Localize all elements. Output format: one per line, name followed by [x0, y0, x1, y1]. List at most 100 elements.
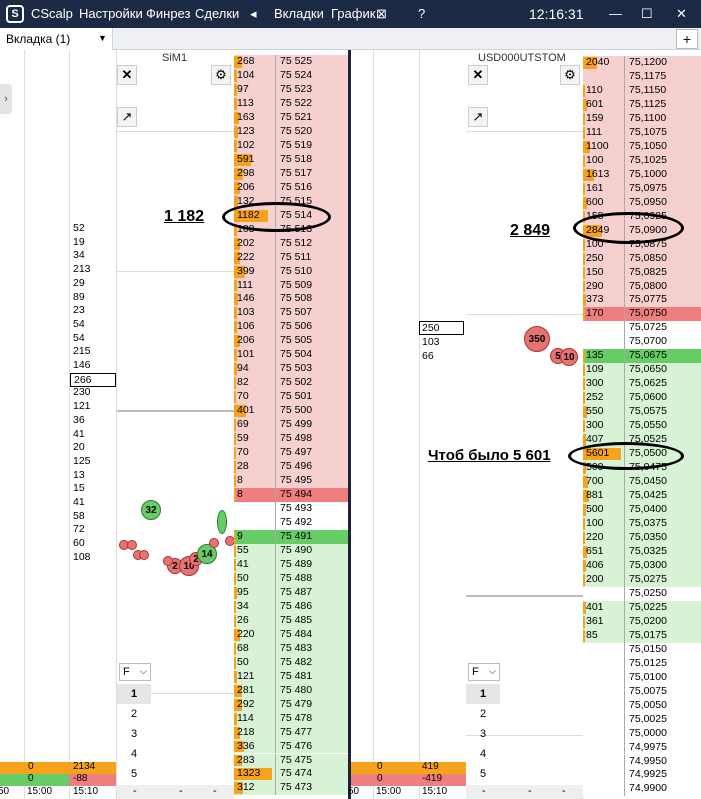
gear-icon[interactable]: ⚙ — [211, 65, 231, 85]
book-row[interactable]: 881 75,0425 — [583, 489, 701, 504]
book-row[interactable]: 114 75 478 — [234, 711, 349, 726]
book-row[interactable]: 75,0150 — [583, 642, 701, 657]
book-row[interactable]: 97 75 523 — [234, 82, 349, 97]
book-row[interactable]: 170 75,0750 — [583, 307, 701, 322]
menu-tabs[interactable]: Вкладки — [274, 6, 324, 21]
maximize-button[interactable]: ☐ — [641, 6, 653, 21]
book-row[interactable]: 163 75 521 — [234, 110, 349, 125]
book-row[interactable]: 8 75 494 — [234, 488, 349, 503]
book-row[interactable]: 135 75,0675 — [583, 349, 701, 364]
book-row[interactable]: 220 75 484 — [234, 627, 349, 642]
book-row[interactable]: 600 75,0950 — [583, 195, 701, 210]
order-book[interactable]: 2040 75,1200 75,1175 110 75,1150 601 75,1125 15… — [583, 50, 701, 799]
book-row[interactable]: 250 75,0850 — [583, 251, 701, 266]
book-row[interactable]: 82 75 502 — [234, 376, 349, 391]
menu-settings[interactable]: Настройки — [79, 6, 143, 21]
order-book[interactable]: 268 75 525 104 75 524 97 75 523 113 75 522 163 75… — [234, 50, 349, 799]
book-row[interactable]: 252 75,0600 — [583, 391, 701, 406]
book-row[interactable]: 206 75 505 — [234, 334, 349, 349]
work-volume-slot[interactable]: 5 — [130, 768, 138, 780]
book-row[interactable]: 407 75,0525 — [583, 433, 701, 448]
book-row[interactable]: 68 75 483 — [234, 641, 349, 656]
minimize-button[interactable]: — — [609, 6, 622, 21]
book-row[interactable]: 100 75,1025 — [583, 153, 701, 168]
work-volume-slot[interactable]: 2 — [479, 708, 487, 720]
book-row[interactable]: 200 75,0275 — [583, 572, 701, 587]
book-row[interactable]: 55 75 490 — [234, 543, 349, 558]
book-row[interactable]: 75,0050 — [583, 698, 701, 713]
book-row[interactable]: 298 75 517 — [234, 166, 349, 181]
book-row[interactable]: 110 75,1150 — [583, 83, 701, 98]
book-row[interactable]: 75 493 — [234, 502, 349, 516]
menu-finrez[interactable]: Финрез — [146, 6, 191, 21]
book-row[interactable]: 401 75,0225 — [583, 600, 701, 615]
book-row[interactable]: 300 75,0550 — [583, 419, 701, 434]
book-row[interactable]: 113 75 522 — [234, 96, 349, 111]
book-row[interactable]: 159 75,1100 — [583, 111, 701, 126]
book-row[interactable]: 292 75 479 — [234, 697, 349, 712]
filter-dropdown[interactable]: F ⌵ — [468, 663, 500, 681]
work-volume-slot[interactable]: 2 — [130, 708, 138, 720]
book-row[interactable]: 75,0100 — [583, 670, 701, 685]
book-row[interactable]: 268 75 525 — [234, 55, 349, 69]
book-row[interactable]: 500 75,0400 — [583, 503, 701, 517]
book-row[interactable]: 109 75,0650 — [583, 363, 701, 378]
book-row[interactable]: 290 75,0800 — [583, 279, 701, 294]
menu-deals[interactable]: Сделки — [195, 6, 240, 21]
work-volume-slot[interactable]: 3 — [130, 728, 138, 740]
book-row[interactable]: 94 75 503 — [234, 362, 349, 377]
book-row[interactable]: 75,0075 — [583, 684, 701, 699]
book-row[interactable]: 150 75,0825 — [583, 265, 701, 280]
book-row[interactable]: 74,9975 — [583, 740, 701, 755]
book-row[interactable]: 550 75,0575 — [583, 405, 701, 420]
menu-chart[interactable]: График — [331, 6, 376, 21]
work-volume-slot[interactable]: 3 — [479, 728, 487, 740]
book-row[interactable]: 85 75,0175 — [583, 628, 701, 643]
book-row[interactable]: 161 75,0975 — [583, 181, 701, 196]
book-row[interactable]: 283 75 475 — [234, 753, 349, 768]
book-row[interactable]: 202 75 512 — [234, 236, 349, 251]
book-row[interactable]: 9 75 491 — [234, 529, 349, 544]
book-row[interactable]: 300 75,0625 — [583, 377, 701, 392]
book-row[interactable]: 406 75,0300 — [583, 558, 701, 573]
book-row[interactable]: 220 75,0350 — [583, 530, 701, 545]
work-volume-slot[interactable]: 1 — [117, 684, 151, 704]
book-row[interactable]: 101 75 504 — [234, 348, 349, 363]
book-row[interactable]: 70 75 501 — [234, 390, 349, 405]
close-button[interactable]: ✕ — [676, 6, 687, 21]
book-row[interactable]: 95 75 487 — [234, 585, 349, 600]
book-row[interactable]: 69 75 499 — [234, 418, 349, 433]
book-row[interactable]: 1613 75,1000 — [583, 167, 701, 182]
book-row[interactable]: 336 75 476 — [234, 739, 349, 754]
book-row[interactable]: 146 75 508 — [234, 292, 349, 307]
book-row[interactable]: 399 75 510 — [234, 264, 349, 279]
book-row[interactable]: 28 75 496 — [234, 460, 349, 475]
book-row[interactable]: 75,0725 — [583, 321, 701, 336]
book-row[interactable]: 74,9925 — [583, 768, 701, 783]
book-row[interactable]: 2040 75,1200 — [583, 56, 701, 70]
menu-close-chart-icon[interactable]: ⊠ — [376, 6, 387, 21]
work-volume-slot[interactable]: 1 — [466, 684, 500, 704]
menu-collapse-arrow-icon[interactable]: ◂ — [250, 6, 257, 21]
work-volume-slot[interactable]: 4 — [130, 748, 138, 760]
book-row[interactable]: 75,0250 — [583, 586, 701, 601]
chart-icon[interactable]: ↗ — [468, 107, 488, 127]
book-row[interactable]: 1100 75,1050 — [583, 139, 701, 154]
close-icon[interactable]: ✕ — [468, 65, 488, 85]
book-row[interactable]: 651 75,0325 — [583, 544, 701, 559]
book-row[interactable]: 75 492 — [234, 516, 349, 530]
side-collapse-handle[interactable]: › — [0, 84, 12, 114]
book-row[interactable]: 74,9900 — [583, 782, 701, 797]
book-row[interactable]: 26 75 485 — [234, 613, 349, 628]
book-row[interactable]: 75,0700 — [583, 335, 701, 350]
book-row[interactable]: 106 75 506 — [234, 320, 349, 335]
book-row[interactable]: 218 75 477 — [234, 725, 349, 740]
book-row[interactable]: 104 75 524 — [234, 68, 349, 83]
book-row[interactable]: 59 75 498 — [234, 432, 349, 447]
book-row[interactable]: 312 75 473 — [234, 781, 349, 796]
close-icon[interactable]: ✕ — [117, 65, 137, 85]
work-volume-slot[interactable]: 4 — [479, 748, 487, 760]
book-row[interactable]: 41 75 489 — [234, 557, 349, 572]
book-row[interactable]: 591 75 518 — [234, 152, 349, 167]
book-row[interactable]: 373 75,0775 — [583, 293, 701, 308]
